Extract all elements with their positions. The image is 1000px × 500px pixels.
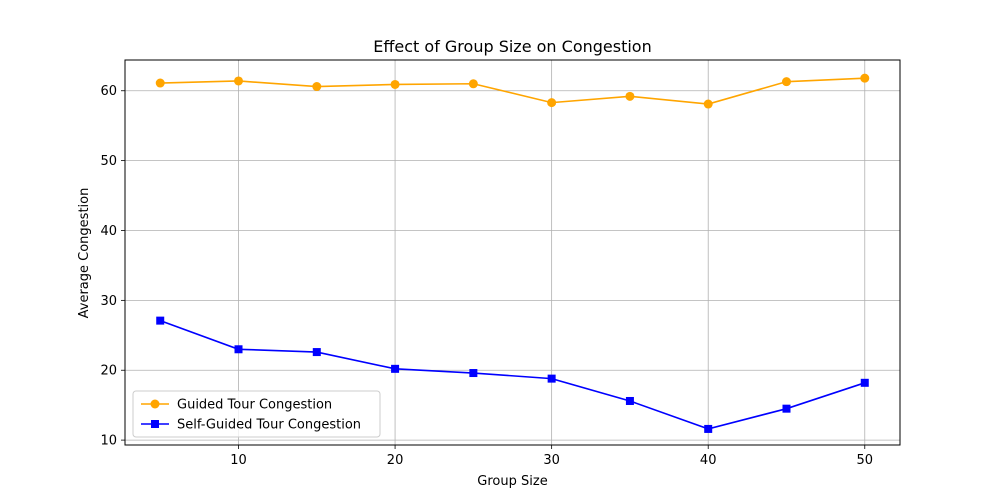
data-point	[547, 98, 557, 108]
data-point	[703, 99, 713, 109]
legend-item: Guided Tour Congestion	[141, 398, 332, 413]
data-point	[156, 316, 165, 325]
x-tick-label: 30	[543, 453, 560, 468]
y-tick-label: 10	[100, 434, 117, 449]
data-point	[860, 73, 870, 83]
series-guided	[155, 73, 870, 109]
data-point	[860, 378, 869, 387]
data-point	[782, 404, 791, 413]
y-tick-label: 60	[100, 84, 117, 99]
legend: Guided Tour Congestion Self-Guided Tour C…	[132, 390, 381, 438]
plot-frame	[124, 59, 901, 446]
data-point	[547, 374, 556, 383]
data-point	[468, 79, 478, 89]
data-point	[155, 78, 165, 88]
y-tick-label: 30	[100, 294, 117, 309]
legend-label: Self-Guided Tour Congestion	[177, 418, 361, 433]
y-tick-label: 50	[100, 154, 117, 169]
data-point	[234, 345, 243, 354]
y-tick-label: 20	[100, 364, 117, 379]
series-line	[159, 319, 866, 430]
series-layer	[155, 73, 870, 433]
legend-item: Self-Guided Tour Congestion	[141, 418, 361, 433]
x-tick-label: 40	[700, 453, 717, 468]
x-tick-label: 20	[387, 453, 404, 468]
data-point	[234, 76, 244, 86]
data-point	[469, 369, 478, 378]
legend-box	[132, 390, 381, 438]
grid-lines	[125, 60, 900, 445]
data-point	[625, 91, 635, 101]
x-tick-label: 10	[230, 453, 247, 468]
legend-label: Guided Tour Congestion	[177, 398, 332, 413]
legend-marker	[151, 420, 159, 428]
data-point	[781, 77, 791, 87]
data-point	[625, 396, 634, 405]
x-axis-label: Group Size	[477, 474, 547, 489]
data-point	[391, 364, 400, 373]
chart-title: Effect of Group Size on Congestion	[373, 37, 651, 56]
legend-marker	[150, 399, 160, 409]
x-axis: 10 20 30 40 50	[230, 445, 873, 468]
series-self-guided	[156, 316, 869, 433]
series-line	[160, 77, 865, 105]
data-point	[704, 424, 713, 433]
y-axis-label: Average Congestion	[77, 188, 92, 319]
y-tick-label: 40	[100, 224, 117, 239]
data-point	[312, 82, 322, 92]
data-point	[390, 79, 400, 89]
x-tick-label: 50	[856, 453, 873, 468]
y-axis: 10 20 30 40 50 60	[100, 84, 125, 449]
data-point	[312, 348, 321, 357]
